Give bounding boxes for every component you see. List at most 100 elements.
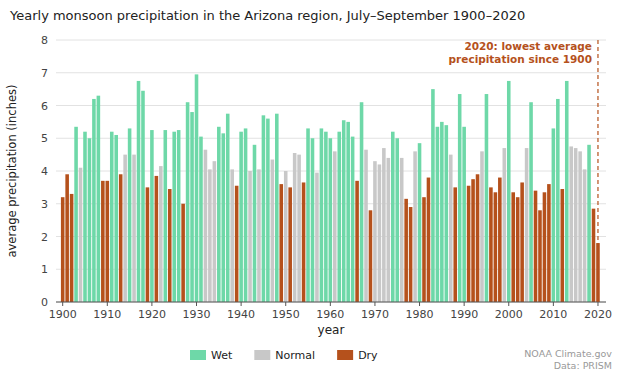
bar (373, 161, 377, 302)
bar (284, 171, 288, 302)
bar (208, 169, 212, 302)
bar (329, 138, 333, 302)
bar (346, 122, 350, 302)
bar (119, 174, 123, 302)
bar (333, 151, 337, 302)
y-tick-label: 1 (41, 263, 48, 276)
bar (440, 122, 444, 302)
bar (489, 187, 493, 302)
bar (449, 155, 453, 302)
legend-swatch (337, 350, 353, 360)
bars (61, 74, 600, 302)
bar (199, 137, 203, 302)
bar (471, 179, 475, 302)
y-tick-label: 5 (41, 132, 48, 145)
x-tick (597, 302, 598, 306)
x-tick (464, 302, 465, 306)
bar (418, 143, 422, 302)
bar (128, 128, 132, 302)
bar (498, 178, 502, 302)
bar (436, 127, 440, 302)
x-tick (374, 302, 375, 306)
bar (574, 148, 578, 302)
x-tick-label: 1920 (138, 308, 166, 321)
grid-line (56, 302, 606, 303)
bar (395, 138, 399, 302)
reference-line (597, 40, 598, 302)
y-tick-label: 3 (41, 198, 48, 211)
bar (391, 132, 395, 302)
bar (271, 160, 275, 302)
y-tick-label: 4 (41, 165, 48, 178)
bar (587, 145, 591, 302)
bar (431, 89, 435, 302)
bar (97, 96, 101, 302)
bar (190, 112, 194, 302)
x-tick-label: 1900 (49, 308, 77, 321)
bar (213, 161, 217, 302)
bar (360, 102, 364, 302)
bar (65, 174, 69, 302)
background (0, 0, 620, 381)
credit: NOAA Climate.govData: PRISM (524, 348, 612, 371)
bar (132, 155, 136, 302)
bar (88, 138, 92, 302)
x-tick-label: 1950 (272, 308, 300, 321)
bar (511, 192, 515, 302)
bar (114, 135, 118, 302)
bar (525, 148, 529, 302)
x-tick (107, 302, 108, 306)
bar (177, 130, 181, 302)
bar (569, 146, 573, 302)
bar (467, 186, 471, 302)
y-tick-label: 0 (41, 296, 48, 309)
bar (413, 151, 417, 302)
x-tick-label: 1930 (183, 308, 211, 321)
bar (311, 138, 315, 302)
bar (110, 132, 114, 302)
x-tick-label: 1970 (361, 308, 389, 321)
x-tick (62, 302, 63, 306)
title: Yearly monsoon precipitation in the Ariz… (9, 8, 525, 23)
bar (106, 181, 110, 302)
bar (141, 91, 145, 302)
bar (445, 125, 449, 302)
grid (56, 40, 606, 302)
x-axis-label: year (318, 323, 345, 337)
x-tick (196, 302, 197, 306)
bar (204, 150, 208, 302)
legend-label: Normal (275, 349, 315, 362)
bar (422, 197, 426, 302)
bar (547, 184, 551, 302)
bar (92, 99, 96, 302)
x-tick (151, 302, 152, 306)
bar (248, 171, 252, 302)
bar (324, 132, 328, 302)
bar (387, 158, 391, 302)
x-tick-label: 1910 (93, 308, 121, 321)
bar (382, 148, 386, 302)
bar (297, 155, 301, 302)
bar (355, 181, 359, 302)
x-tick-label: 2000 (495, 308, 523, 321)
bar (137, 81, 141, 302)
x-tick-label: 2010 (539, 308, 567, 321)
bar (101, 181, 105, 302)
y-tick-label: 6 (41, 100, 48, 113)
bar (288, 187, 292, 302)
bar (83, 132, 87, 302)
bar (155, 176, 159, 302)
bar (315, 173, 319, 302)
x-tick-label: 1960 (316, 308, 344, 321)
bar (342, 120, 346, 302)
y-tick-label: 8 (41, 34, 48, 47)
bar (507, 81, 511, 302)
bar (235, 186, 239, 302)
bar (462, 127, 466, 302)
grid-line (56, 72, 606, 73)
bar (538, 210, 542, 302)
x-tick-label: 1940 (227, 308, 255, 321)
bar (244, 128, 248, 302)
legend: WetNormalDry (190, 349, 378, 362)
bar (262, 115, 266, 302)
